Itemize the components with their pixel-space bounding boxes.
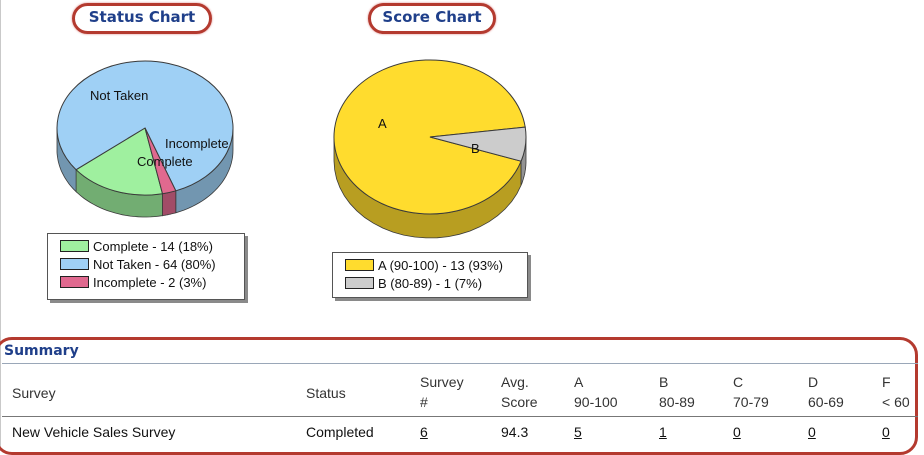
status-chart-title: Status Chart (72, 3, 212, 34)
header-line: Score (501, 394, 538, 410)
legend-swatch (60, 258, 89, 270)
pie-slice-b-80-89- (429, 126, 527, 162)
legend-label: Incomplete - 2 (3%) (93, 274, 207, 290)
header-line: # (420, 394, 428, 410)
status-chart-legend: Complete - 14 (18%) Not Taken - 64 (80%)… (47, 233, 245, 300)
header-line: Survey (420, 374, 464, 390)
header-line: B (659, 374, 669, 390)
header-line: < 60 (882, 394, 910, 410)
cell-status: Completed (306, 424, 374, 440)
pie-slice-incomplete (144, 127, 177, 195)
pie-slice-not-taken (56, 60, 234, 192)
header-line: 80-89 (659, 394, 695, 410)
summary-divider (2, 363, 918, 364)
legend-item-incomplete: Incomplete - 2 (3%) (60, 273, 236, 291)
header-line: 90-100 (574, 394, 618, 410)
col-header-b[interactable]: B 80-89 (659, 372, 695, 412)
grade-d-count-link[interactable]: 0 (808, 424, 816, 440)
page-left-border (0, 0, 1, 447)
pie-slice-complete (75, 127, 164, 196)
grade-b-count-link[interactable]: 1 (659, 424, 667, 440)
legend-item-b: B (80-89) - 1 (7%) (345, 274, 519, 292)
legend-swatch (60, 240, 89, 252)
legend-swatch (345, 277, 374, 289)
cell-survey-name: New Vehicle Sales Survey (12, 424, 176, 440)
col-header-status[interactable]: Status (306, 385, 346, 401)
header-line: F (882, 374, 891, 390)
col-header-c[interactable]: C 70-79 (733, 372, 769, 412)
col-header-d[interactable]: D 60-69 (808, 372, 844, 412)
pie-slice-a-90-100- (333, 59, 526, 215)
score-chart-legend: A (90-100) - 13 (93%) B (80-89) - 1 (7%) (332, 252, 528, 298)
legend-label: Not Taken - 64 (80%) (93, 256, 216, 272)
pie-label: Incomplete (165, 136, 229, 151)
legend-label: A (90-100) - 13 (93%) (378, 257, 504, 273)
col-header-avg-score[interactable]: Avg. Score (501, 372, 538, 412)
header-line: D (808, 374, 819, 390)
header-line: 70-79 (733, 394, 769, 410)
col-header-f[interactable]: F < 60 (882, 372, 910, 412)
col-header-survey[interactable]: Survey (12, 385, 56, 401)
legend-item-not-taken: Not Taken - 64 (80%) (60, 255, 236, 273)
row-separator (2, 416, 918, 417)
legend-label: B (80-89) - 1 (7%) (378, 275, 483, 291)
cell-avg-score: 94.3 (501, 424, 529, 440)
header-line: 60-69 (808, 394, 844, 410)
legend-swatch (345, 259, 374, 271)
legend-swatch (60, 276, 89, 288)
header-line: C (733, 374, 744, 390)
pie-label: A (378, 116, 387, 131)
header-line: Avg. (501, 374, 529, 390)
legend-item-a: A (90-100) - 13 (93%) (345, 256, 519, 274)
pie-label: Complete (137, 154, 193, 169)
pie-label: B (471, 141, 480, 156)
legend-item-complete: Complete - 14 (18%) (60, 237, 236, 255)
summary-heading: Summary (4, 343, 79, 359)
grade-c-count-link[interactable]: 0 (733, 424, 741, 440)
col-header-a[interactable]: A 90-100 (574, 372, 618, 412)
survey-count-link[interactable]: 6 (420, 424, 428, 440)
col-header-survey-num[interactable]: Survey # (420, 372, 464, 412)
grade-a-count-link[interactable]: 5 (574, 424, 582, 440)
score-chart-title: Score Chart (368, 3, 496, 34)
legend-label: Complete - 14 (18%) (93, 238, 213, 254)
grade-f-count-link[interactable]: 0 (882, 424, 890, 440)
header-line: A (574, 374, 584, 390)
pie-label: Not Taken (90, 88, 148, 103)
